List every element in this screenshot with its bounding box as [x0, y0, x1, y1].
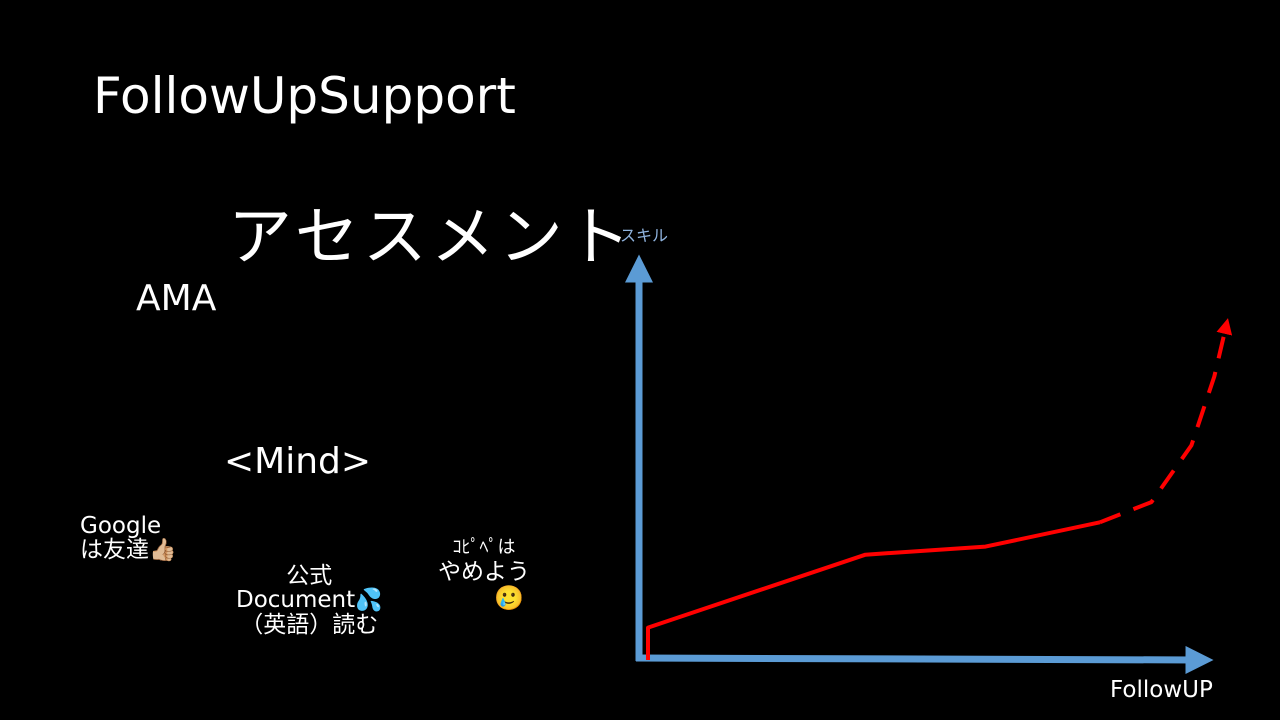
skill-curve-solid	[646, 520, 1101, 660]
docs-note-line1: 公式	[286, 563, 333, 589]
docs-note-line3: （英語）読む	[240, 612, 379, 638]
sweat-drops-icon: 💦	[355, 588, 383, 613]
docs-note-line2: Document	[236, 587, 356, 613]
assessment-heading: アセスメント	[228, 201, 635, 275]
copy-note: ｺﾋﾟﾍﾟは やめよう 🥲	[438, 536, 530, 612]
x-axis-label: FollowUP	[1110, 677, 1213, 703]
slide-title: FollowUpSupport	[93, 67, 516, 125]
google-note: Google は友達👍🏼	[80, 514, 176, 563]
x-axis-arrow	[635, 645, 1214, 674]
google-note-line2: は友達	[80, 537, 149, 563]
ama-label: AMA	[136, 278, 217, 319]
y-axis-label: スキル	[620, 226, 669, 245]
thumbs-up-icon: 👍🏼	[149, 538, 177, 563]
copy-note-line1: ｺﾋﾟﾍﾟは	[452, 537, 516, 558]
google-note-line2-wrap: は友達👍🏼	[80, 538, 176, 563]
copy-note-line2: やめよう	[438, 559, 530, 585]
smiling-tear-icon: 🥲	[494, 584, 524, 612]
google-note-line1: Google	[80, 513, 162, 539]
docs-note-line2-wrap: Document💦	[236, 588, 383, 613]
mind-heading: <Mind>	[224, 441, 372, 482]
docs-note: 公式 Document💦 （英語）読む	[236, 564, 383, 637]
skill-curve-projected	[1099, 318, 1233, 525]
